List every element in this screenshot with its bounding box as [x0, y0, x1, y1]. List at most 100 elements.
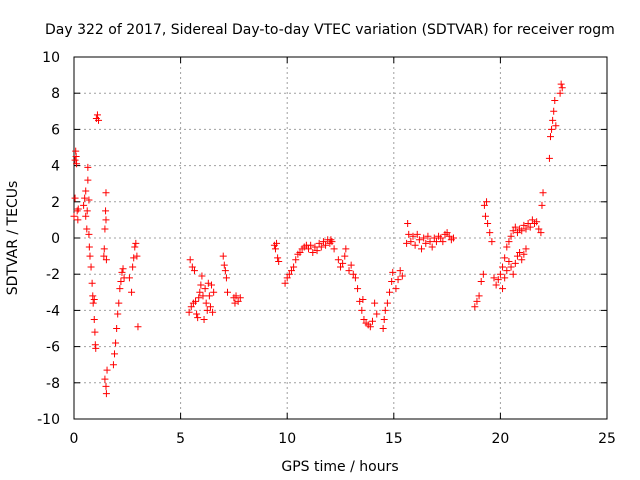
data-point: [549, 116, 557, 124]
data-point: [83, 207, 91, 215]
data-point: [528, 216, 536, 224]
data-point: [292, 256, 300, 264]
data-point: [471, 303, 479, 311]
data-point: [281, 279, 289, 287]
data-point: [307, 241, 315, 249]
data-point: [118, 268, 126, 276]
data-point: [379, 325, 387, 332]
data-point: [552, 122, 560, 130]
data-point: [503, 243, 511, 251]
data-point: [413, 230, 421, 238]
data-point: [84, 163, 92, 171]
data-point: [354, 285, 362, 293]
data-point: [511, 223, 519, 231]
data-point: [220, 261, 228, 269]
series-sdtvar: [70, 80, 566, 398]
data-point: [524, 220, 532, 228]
data-point: [88, 279, 96, 287]
data-point: [411, 241, 419, 249]
data-point: [386, 288, 394, 296]
data-point: [330, 245, 338, 253]
data-point: [371, 299, 379, 307]
data-point: [558, 84, 566, 92]
data-point: [488, 238, 496, 246]
data-point: [273, 239, 281, 247]
data-point: [117, 277, 125, 285]
data-point: [522, 245, 530, 253]
data-point: [483, 198, 491, 206]
data-point: [192, 297, 200, 305]
data-point: [501, 274, 509, 282]
data-point: [426, 238, 434, 246]
data-point: [111, 350, 119, 358]
data-point: [358, 306, 366, 314]
data-point: [188, 263, 196, 271]
data-point: [484, 220, 492, 228]
data-point: [359, 296, 367, 304]
data-point: [415, 236, 423, 244]
data-point: [518, 256, 526, 264]
x-tick-label: 0: [70, 431, 79, 447]
data-point: [199, 292, 207, 300]
data-point: [380, 315, 388, 323]
data-point: [404, 220, 412, 228]
data-point: [398, 272, 406, 280]
data-point: [85, 196, 93, 204]
data-point: [82, 187, 90, 195]
data-point: [190, 267, 198, 275]
data-point: [129, 263, 137, 271]
data-point: [437, 234, 445, 242]
data-point: [203, 306, 211, 314]
data-point: [198, 272, 206, 280]
data-point: [533, 218, 541, 226]
data-point: [373, 310, 381, 318]
data-point: [407, 238, 415, 246]
data-point: [128, 288, 136, 296]
data-point: [556, 89, 564, 97]
data-point: [130, 254, 138, 262]
data-point: [209, 308, 217, 316]
data-point: [73, 207, 81, 215]
data-point: [224, 288, 232, 296]
data-point: [193, 310, 201, 318]
data-point: [102, 390, 110, 398]
data-point: [313, 247, 321, 255]
data-point: [71, 194, 79, 202]
data-point: [403, 239, 411, 247]
data-point: [522, 225, 530, 233]
data-point: [511, 259, 519, 267]
data-point: [366, 323, 374, 331]
data-point: [100, 252, 108, 260]
data-point: [539, 189, 547, 197]
data-point: [538, 201, 546, 209]
data-point: [396, 267, 404, 275]
data-point: [102, 382, 110, 390]
data-point: [185, 308, 193, 316]
y-tick-label: 0: [51, 231, 60, 247]
data-point: [92, 344, 100, 352]
data-point: [480, 201, 488, 209]
data-point: [290, 263, 298, 271]
data-point: [392, 285, 400, 293]
data-point: [283, 274, 291, 282]
data-point: [119, 265, 127, 273]
y-tick-label: -8: [46, 376, 60, 392]
data-point: [71, 156, 79, 164]
data-point: [102, 207, 110, 215]
data-point: [200, 315, 208, 323]
data-point: [287, 267, 295, 275]
data-point: [116, 285, 124, 293]
data-point: [85, 243, 93, 251]
data-point: [507, 232, 515, 240]
x-tick-label: 25: [598, 431, 616, 447]
data-point: [360, 315, 368, 323]
data-point: [311, 243, 319, 251]
data-point: [74, 216, 82, 224]
data-point: [356, 297, 364, 305]
data-point: [518, 227, 526, 235]
data-point: [505, 238, 513, 246]
data-point: [315, 239, 323, 247]
data-point: [102, 256, 110, 264]
data-point: [509, 270, 517, 278]
data-point: [222, 274, 230, 282]
